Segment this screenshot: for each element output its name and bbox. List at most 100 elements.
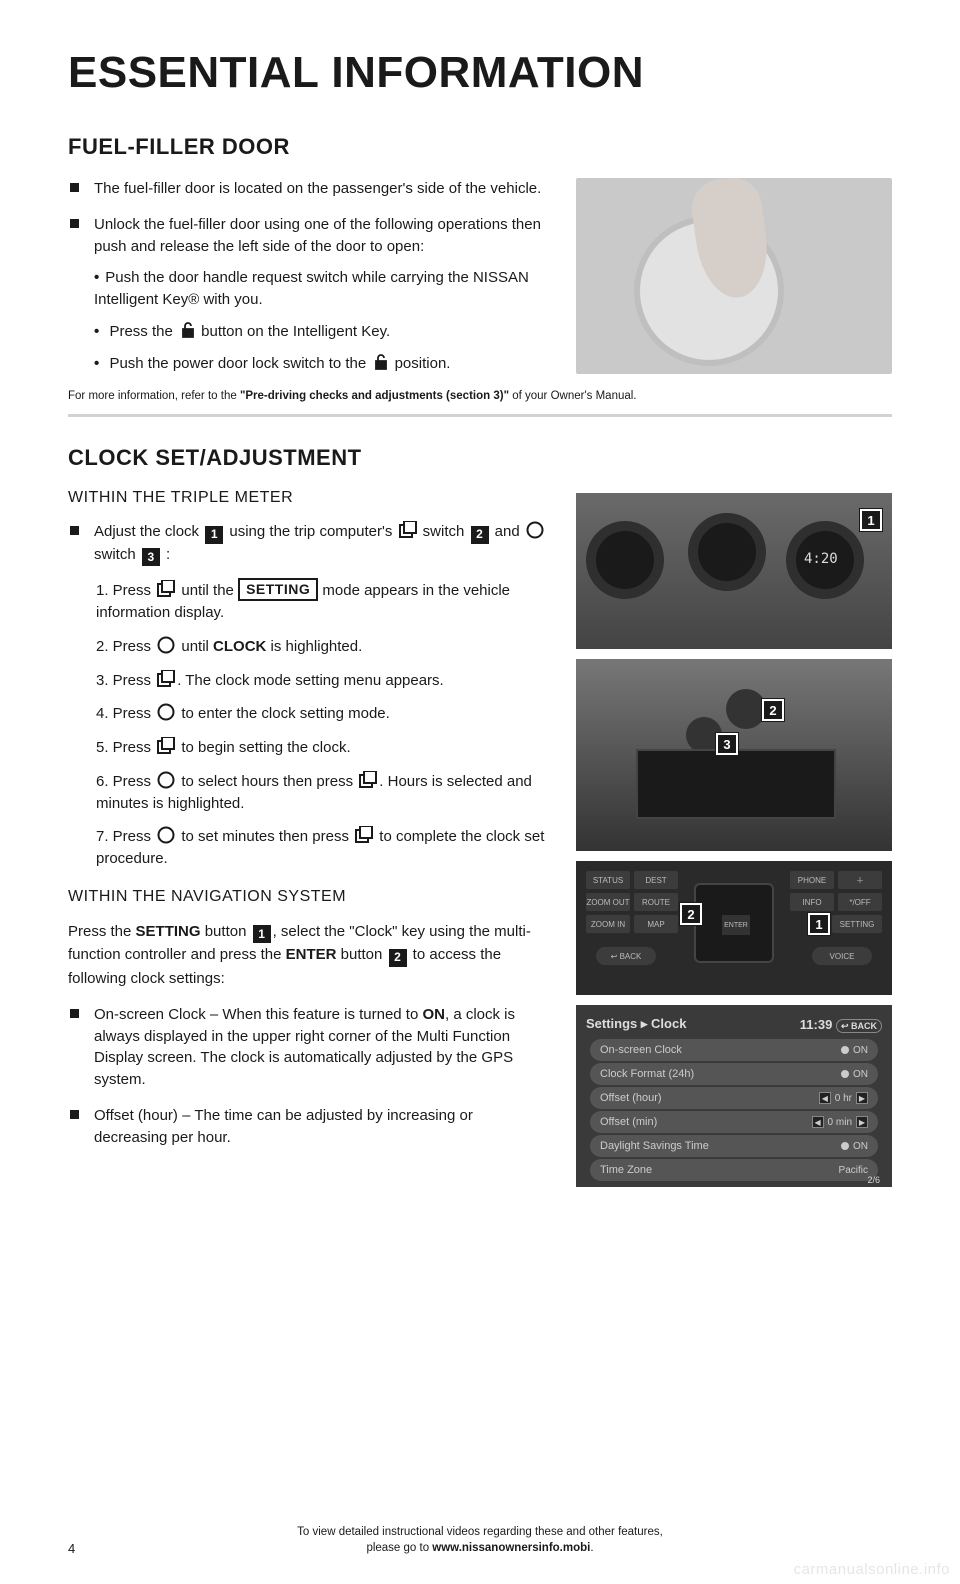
p3-controller: ENTER bbox=[694, 883, 774, 963]
ci-c: switch bbox=[419, 523, 469, 540]
callout-1b: 1 bbox=[808, 913, 830, 935]
nb1b: ON bbox=[422, 1006, 445, 1023]
circle-icon bbox=[157, 636, 175, 654]
step-6: 6. Press to select hours then press . Ho… bbox=[94, 771, 548, 815]
square-icon bbox=[157, 670, 175, 688]
p3-dest: DEST bbox=[634, 871, 678, 889]
p4-back: ↩ BACK bbox=[836, 1019, 882, 1033]
unlock-icon bbox=[179, 321, 195, 339]
step-7: 7. Press to set minutes then press to co… bbox=[94, 826, 548, 870]
p3-phone: PHONE bbox=[790, 871, 834, 889]
s4b: to enter the clock setting mode. bbox=[177, 705, 390, 722]
fuel-sub-1: Push the door handle request switch whil… bbox=[94, 267, 558, 311]
ci-b: using the trip computer's bbox=[225, 523, 396, 540]
nv-c: button bbox=[201, 923, 251, 940]
p4-r4v: 0 min bbox=[828, 1117, 852, 1128]
s6b: to select hours then press bbox=[177, 773, 357, 790]
p4-r5: Daylight Savings Time bbox=[600, 1140, 709, 1152]
callout-2: 2 bbox=[762, 699, 784, 721]
footer-2c: . bbox=[590, 1542, 593, 1554]
s1b: until the bbox=[177, 582, 238, 599]
footer-1: To view detailed instructional videos re… bbox=[297, 1526, 663, 1538]
circle-icon bbox=[157, 703, 175, 721]
setting-box: SETTING bbox=[238, 578, 318, 600]
s2c: CLOCK bbox=[213, 638, 266, 655]
fuel-s2b: button on the Intelligent Key. bbox=[197, 323, 390, 340]
fuel-s2a: Press the bbox=[109, 323, 177, 340]
fuel-bullet-1: The fuel-filler door is located on the p… bbox=[68, 178, 558, 200]
p3-off: */OFF bbox=[838, 893, 882, 911]
nav-bullet-2: Offset (hour) – The time can be adjusted… bbox=[68, 1105, 548, 1149]
fuel-s3a: Push the power door lock switch to the bbox=[109, 355, 370, 372]
p4-r1v: ON bbox=[853, 1045, 868, 1056]
p3-plus: ＋ bbox=[838, 871, 882, 889]
p3-map: MAP bbox=[634, 915, 678, 933]
step-5: 5. Press to begin setting the clock. bbox=[94, 737, 548, 759]
p4-r6: Time Zone bbox=[600, 1164, 652, 1176]
circle-icon bbox=[157, 771, 175, 789]
p4-r2: Clock Format (24h) bbox=[600, 1068, 694, 1080]
badge-2: 2 bbox=[471, 526, 489, 544]
step-4: 4. Press to enter the clock setting mode… bbox=[94, 703, 548, 725]
square-icon bbox=[359, 771, 377, 789]
p3-status: STATUS bbox=[586, 871, 630, 889]
clock-intro: Adjust the clock 1 using the trip comput… bbox=[68, 521, 548, 870]
footer: To view detailed instructional videos re… bbox=[68, 1524, 892, 1556]
s7a: 7. Press bbox=[96, 828, 155, 845]
fuel-heading: FUEL-FILLER DOOR bbox=[68, 134, 892, 160]
p4-r3v: 0 hr bbox=[835, 1093, 852, 1104]
p3-enter: ENTER bbox=[722, 915, 750, 935]
s5a: 5. Press bbox=[96, 739, 155, 756]
fuel-b2-text: Unlock the fuel-filler door using one of… bbox=[94, 216, 541, 255]
clock-section: CLOCK SET/ADJUSTMENT 4:20 1 2 3 STATUS D… bbox=[68, 445, 892, 1148]
circle-icon bbox=[157, 826, 175, 844]
p3-info: INFO bbox=[790, 893, 834, 911]
trip-computer-photo: 2 3 bbox=[576, 659, 892, 851]
s5b: to begin setting the clock. bbox=[177, 739, 350, 756]
p4-page: 2/6 bbox=[867, 1175, 880, 1185]
clock-heading: CLOCK SET/ADJUSTMENT bbox=[68, 445, 892, 471]
s2a: 2. Press bbox=[96, 638, 155, 655]
square-icon bbox=[157, 580, 175, 598]
s6a: 6. Press bbox=[96, 773, 155, 790]
square-icon bbox=[399, 521, 417, 539]
fuel-s3b: position. bbox=[390, 355, 450, 372]
s7b: to set minutes then press bbox=[177, 828, 353, 845]
settings-screen-photo: Settings ▸ Clock 11:39 ↩ BACK On-screen … bbox=[576, 1005, 892, 1187]
p4-r4: Offset (min) bbox=[600, 1116, 657, 1128]
square-icon bbox=[355, 826, 373, 844]
callout-1: 1 bbox=[860, 509, 882, 531]
p4-r2v: ON bbox=[853, 1069, 868, 1080]
ci-e: switch bbox=[94, 546, 140, 563]
p4-title: Settings ▸ Clock bbox=[586, 1016, 686, 1032]
p4-time: 11:39 bbox=[800, 1017, 833, 1032]
fuel-bullet-2: Unlock the fuel-filler door using one of… bbox=[68, 214, 558, 375]
badge-1b: 1 bbox=[253, 925, 271, 943]
s2b: until bbox=[177, 638, 213, 655]
badge-1: 1 bbox=[205, 526, 223, 544]
callout-3: 3 bbox=[716, 733, 738, 755]
s1a: 1. Press bbox=[96, 582, 155, 599]
circle-icon bbox=[526, 521, 544, 539]
footer-2a: please go to bbox=[366, 1542, 432, 1554]
p3-setting: SETTING bbox=[832, 915, 882, 933]
watermark: carmanualsonline.info bbox=[794, 1561, 950, 1578]
s4a: 4. Press bbox=[96, 705, 155, 722]
step-1: 1. Press until the SETTING mode appears … bbox=[94, 578, 548, 624]
nav-controller-photo: STATUS DEST PHONE ＋ ZOOM OUT ROUTE INFO … bbox=[576, 861, 892, 995]
nv-e: ENTER bbox=[286, 946, 337, 963]
p3-voice: VOICE bbox=[812, 947, 872, 965]
fuel-footnote: For more information, refer to the "Pre-… bbox=[68, 388, 892, 404]
clock-sub2: WITHIN THE NAVIGATION SYSTEM bbox=[68, 888, 548, 906]
fuel-sub-2: Press the button on the Intelligent Key. bbox=[94, 321, 558, 343]
clock-photos: 4:20 1 2 3 STATUS DEST PHONE ＋ ZOOM OUT … bbox=[576, 493, 892, 1197]
p4-r6v: Pacific bbox=[839, 1165, 868, 1176]
ci-d: and bbox=[491, 523, 524, 540]
clock-sub1: WITHIN THE TRIPLE METER bbox=[68, 489, 548, 507]
foot-c: of your Owner's Manual. bbox=[509, 390, 636, 402]
p4-r1: On-screen Clock bbox=[600, 1044, 682, 1056]
nb1a: On-screen Clock – When this feature is t… bbox=[94, 1006, 422, 1023]
square-icon bbox=[157, 737, 175, 755]
badge-3: 3 bbox=[142, 548, 160, 566]
fuel-sub-3: Push the power door lock switch to the p… bbox=[94, 353, 558, 375]
